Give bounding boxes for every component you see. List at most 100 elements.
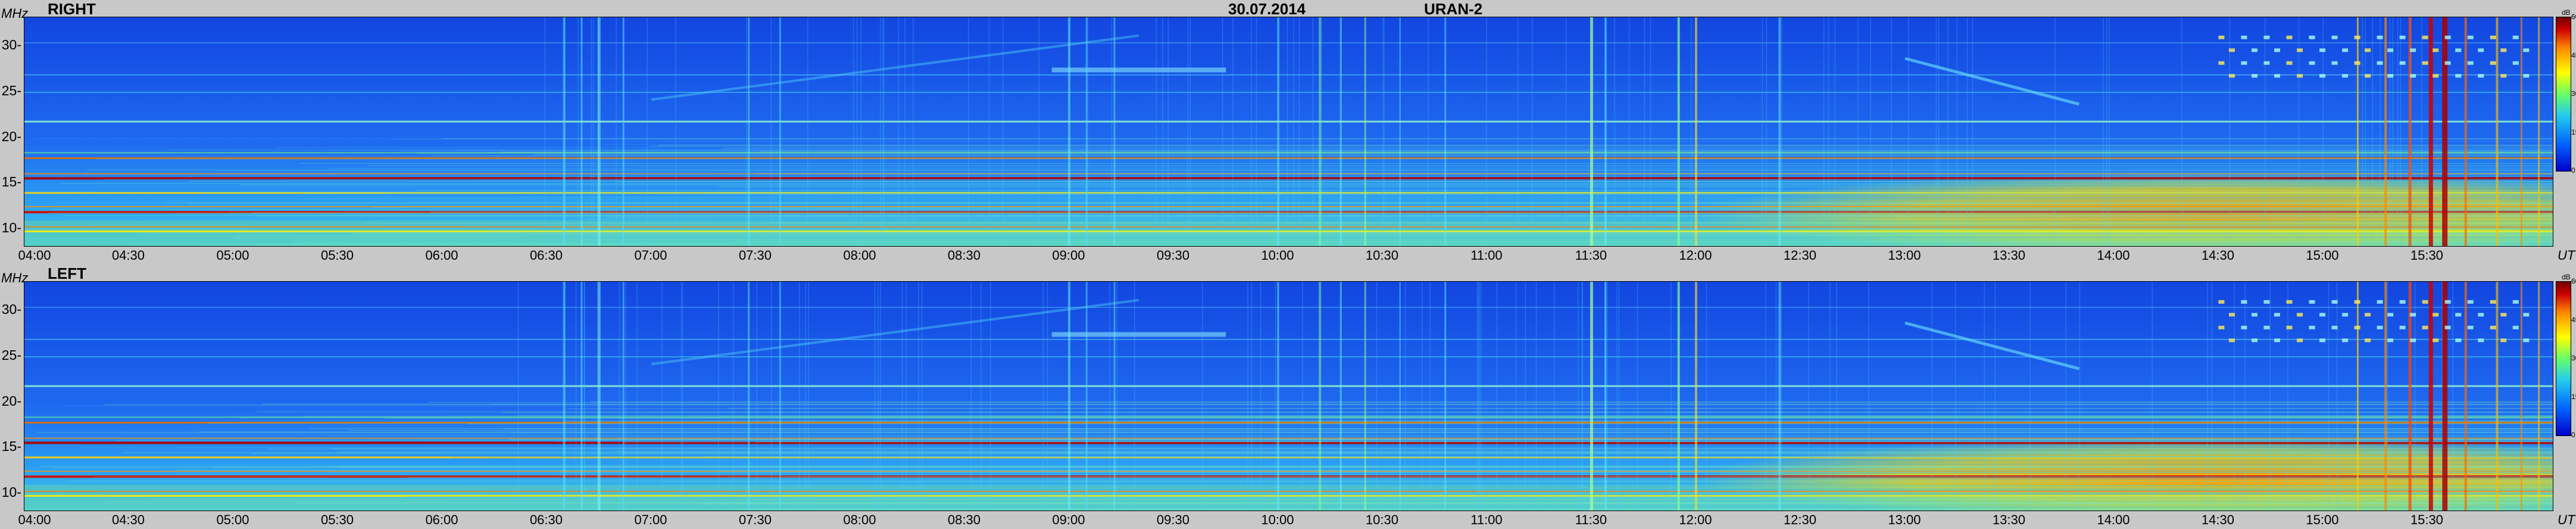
right-vtexture-64 — [1628, 17, 1630, 246]
x-axis-unit-top: UT — [2558, 248, 2575, 263]
left-vtexture-61 — [1047, 282, 1048, 511]
right-vtexture-36 — [1907, 17, 1909, 246]
right-hf-burst-1-4 — [2319, 48, 2326, 52]
right-hf-burst-0-13 — [2512, 35, 2519, 39]
right-hf-burst-0-7 — [2377, 35, 2383, 39]
left-vtexture-55 — [625, 282, 626, 511]
left-streak-0930 — [1051, 332, 1226, 337]
right-vtexture-70 — [1650, 17, 1651, 246]
left-x-tick-1030: 10:30 — [1365, 512, 1398, 527]
left-vtexture-41 — [1577, 282, 1579, 511]
left-hf-burst-3-7 — [2387, 338, 2394, 343]
right-hf-burst-0-2 — [2263, 35, 2270, 39]
left-vline-23 — [2428, 282, 2433, 511]
right-hf-burst-2-9 — [2422, 61, 2428, 65]
left-hf-burst-1-9 — [2433, 313, 2439, 317]
left-hf-burst-3-10 — [2455, 338, 2462, 343]
left-vtexture-35 — [517, 282, 519, 511]
right-colorbar-tick-30: 30 — [2571, 89, 2576, 98]
left-vline-12 — [1364, 282, 1366, 511]
left-vtexture-31 — [2441, 282, 2443, 511]
x-axis-unit-bottom: UT — [2558, 512, 2575, 527]
left-vline-21 — [2384, 282, 2387, 511]
left-x-tick-1200: 12:00 — [1679, 512, 1712, 527]
right-hf-burst-3-11 — [2478, 74, 2484, 78]
right-x-tick-0900: 09:00 — [1052, 248, 1085, 263]
left-hf-burst-2-0 — [2218, 325, 2225, 329]
left-vtexture-54 — [1984, 282, 1985, 511]
left-vtexture-70 — [1808, 282, 1809, 511]
left-hf-burst-2-11 — [2467, 325, 2474, 329]
right-vline-11 — [1339, 17, 1342, 246]
left-hf-burst-1-0 — [2228, 313, 2235, 317]
right-hf-burst-3-13 — [2523, 74, 2530, 78]
left-x-tick-0530: 05:30 — [320, 512, 354, 527]
left-lowband-glow — [24, 484, 2553, 511]
panel-label-right: RIGHT — [48, 0, 96, 18]
left-hf-burst-2-5 — [2331, 325, 2338, 329]
left-vtexture-18 — [1765, 282, 1766, 511]
right-vtexture-38 — [2298, 17, 2300, 246]
left-vtexture-84 — [2211, 282, 2213, 511]
right-vtexture-10 — [623, 17, 625, 246]
right-hf-burst-0-5 — [2331, 35, 2338, 39]
right-vline-7 — [1085, 17, 1088, 246]
left-hf-burst-1-6 — [2365, 313, 2371, 317]
spectrogram-right-canvas — [24, 17, 2553, 246]
right-x-tick-0530: 05:30 — [320, 248, 354, 263]
right-vtexture-33 — [1947, 17, 1949, 246]
left-vtexture-19 — [1616, 282, 1618, 511]
left-hf-burst-1-11 — [2478, 313, 2484, 317]
left-vtexture-7 — [2452, 282, 2453, 511]
right-vline-19 — [1778, 17, 1781, 246]
left-vtexture-46 — [1421, 282, 1423, 511]
left-vtexture-39 — [2269, 282, 2271, 511]
left-vline-24 — [2442, 282, 2448, 511]
right-hf-burst-1-1 — [2251, 48, 2257, 52]
left-vtexture-25 — [1496, 282, 1498, 511]
right-y-tick-25: 25- — [1, 82, 21, 98]
right-vline-9 — [1277, 17, 1279, 246]
left-vtexture-50 — [1671, 282, 1672, 511]
left-x-tick-1000: 10:00 — [1261, 512, 1294, 527]
right-vtexture-52 — [1531, 17, 1533, 246]
left-hf-burst-3-6 — [2365, 338, 2371, 343]
right-vtexture-46 — [2106, 17, 2107, 246]
right-vtexture-29 — [1384, 17, 1385, 246]
right-hf-burst-2-11 — [2467, 61, 2474, 65]
left-vline-5 — [779, 282, 781, 511]
left-hf-burst-1-1 — [2251, 313, 2257, 317]
left-y-tick-30: 30- — [1, 301, 21, 318]
right-vtexture-51 — [1966, 17, 1968, 246]
left-vtexture-53 — [1042, 282, 1044, 511]
left-vtexture-20 — [1581, 282, 1583, 511]
right-vtexture-71 — [1187, 17, 1189, 246]
left-y-tick-20: 20- — [1, 393, 21, 409]
right-hf-burst-2-6 — [2354, 61, 2360, 65]
left-x-tick-0400: 04:00 — [18, 512, 51, 527]
left-x-tick-1230: 12:30 — [1783, 512, 1816, 527]
right-vline-22 — [2408, 17, 2412, 246]
left-vtexture-14 — [2029, 282, 2031, 511]
left-vtexture-67 — [583, 282, 585, 511]
right-hf-burst-1-5 — [2342, 48, 2349, 52]
right-vline-28 — [2538, 17, 2540, 246]
left-vline-11 — [1339, 282, 1342, 511]
left-vline-19 — [1778, 282, 1781, 511]
left-hf-burst-2-7 — [2377, 325, 2383, 329]
right-x-tick-1230: 12:30 — [1783, 248, 1816, 263]
left-hf-burst-1-5 — [2342, 313, 2349, 317]
left-hf-burst-1-2 — [2274, 313, 2281, 317]
right-vtexture-25 — [1293, 17, 1294, 246]
right-vtexture-79 — [2380, 17, 2381, 246]
right-hf-burst-2-8 — [2399, 61, 2406, 65]
left-vtexture-13 — [2152, 282, 2153, 511]
right-vline-10 — [1319, 17, 1322, 246]
left-hf-burst-0-0 — [2218, 300, 2225, 304]
left-vtexture-77 — [1706, 282, 1707, 511]
right-vtexture-72 — [2054, 17, 2056, 246]
right-x-tick-1330: 13:30 — [1992, 248, 2025, 263]
left-vtexture-30 — [1476, 282, 1478, 511]
left-vtexture-82 — [918, 282, 919, 511]
left-vtexture-15 — [1582, 282, 1584, 511]
